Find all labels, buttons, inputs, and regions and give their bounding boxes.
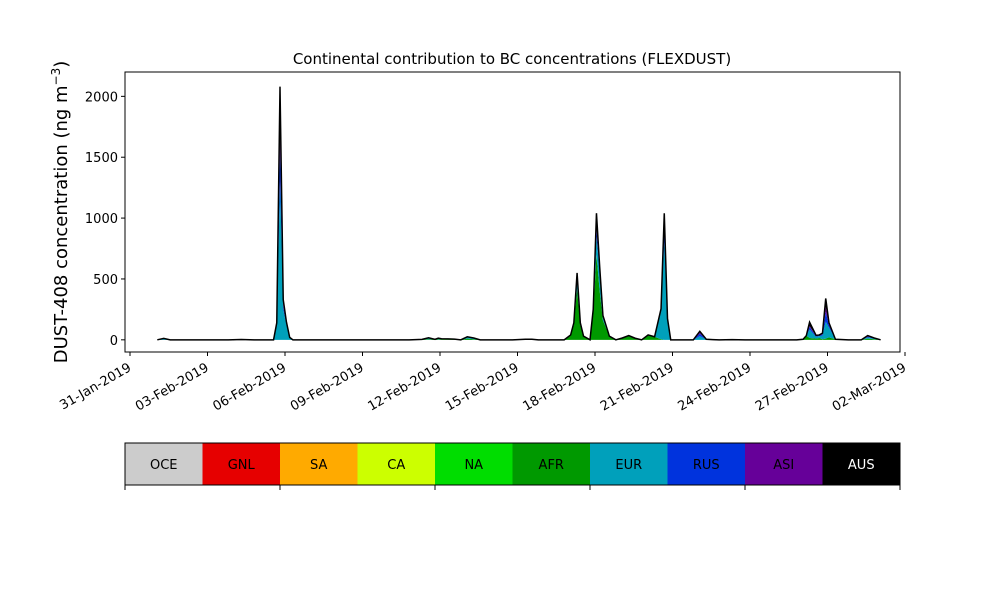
legend-swatch-afr [512, 443, 590, 485]
y-tick-label: 0 [110, 334, 118, 349]
legend-label-rus: RUS [693, 458, 720, 473]
legend-swatch-rus [667, 443, 745, 485]
legend-label-aus: AUS [848, 458, 875, 473]
legend-label-na: NA [464, 458, 483, 473]
colorbar-legend: OCE GNL SA CA NA AFR EUR RUS ASI AUS [124, 442, 901, 490]
legend-label-gnl: GNL [228, 458, 256, 473]
legend-label-eur: EUR [615, 458, 642, 473]
y-axis-label-superscript: −3 [49, 68, 63, 86]
legend-label-oce: OCE [150, 458, 178, 473]
plot-area [157, 86, 881, 342]
legend-label-asi: ASI [773, 458, 794, 473]
legend-label-afr: AFR [539, 458, 564, 473]
y-tick-label: 2000 [85, 90, 118, 105]
legend-frame [124, 442, 901, 486]
y-tick-label: 1500 [85, 151, 118, 166]
y-tick-label: 1000 [85, 212, 118, 227]
legend-swatch-asi [745, 443, 823, 485]
legend-swatch-aus [822, 443, 900, 485]
y-tick-label: 500 [93, 273, 118, 288]
legend-swatch-gnl [202, 443, 280, 485]
legend-swatch-sa [280, 443, 358, 485]
y-axis-label-close: ) [51, 61, 72, 68]
total-outline-line [157, 86, 881, 342]
legend-swatch-na [435, 443, 513, 485]
plot-frame [124, 71, 901, 353]
legend-label-sa: SA [310, 458, 327, 473]
legend-swatch-ca [357, 443, 435, 485]
y-axis-label: DUST-408 concentration (ng m−3) [49, 61, 72, 364]
y-axis-label-main: DUST-408 concentration (ng m [51, 85, 72, 363]
legend-label-ca: CA [387, 458, 405, 473]
legend-swatch-eur [590, 443, 668, 485]
chart-title: Continental contribution to BC concentra… [293, 50, 731, 68]
legend-swatch-oce [125, 443, 203, 485]
